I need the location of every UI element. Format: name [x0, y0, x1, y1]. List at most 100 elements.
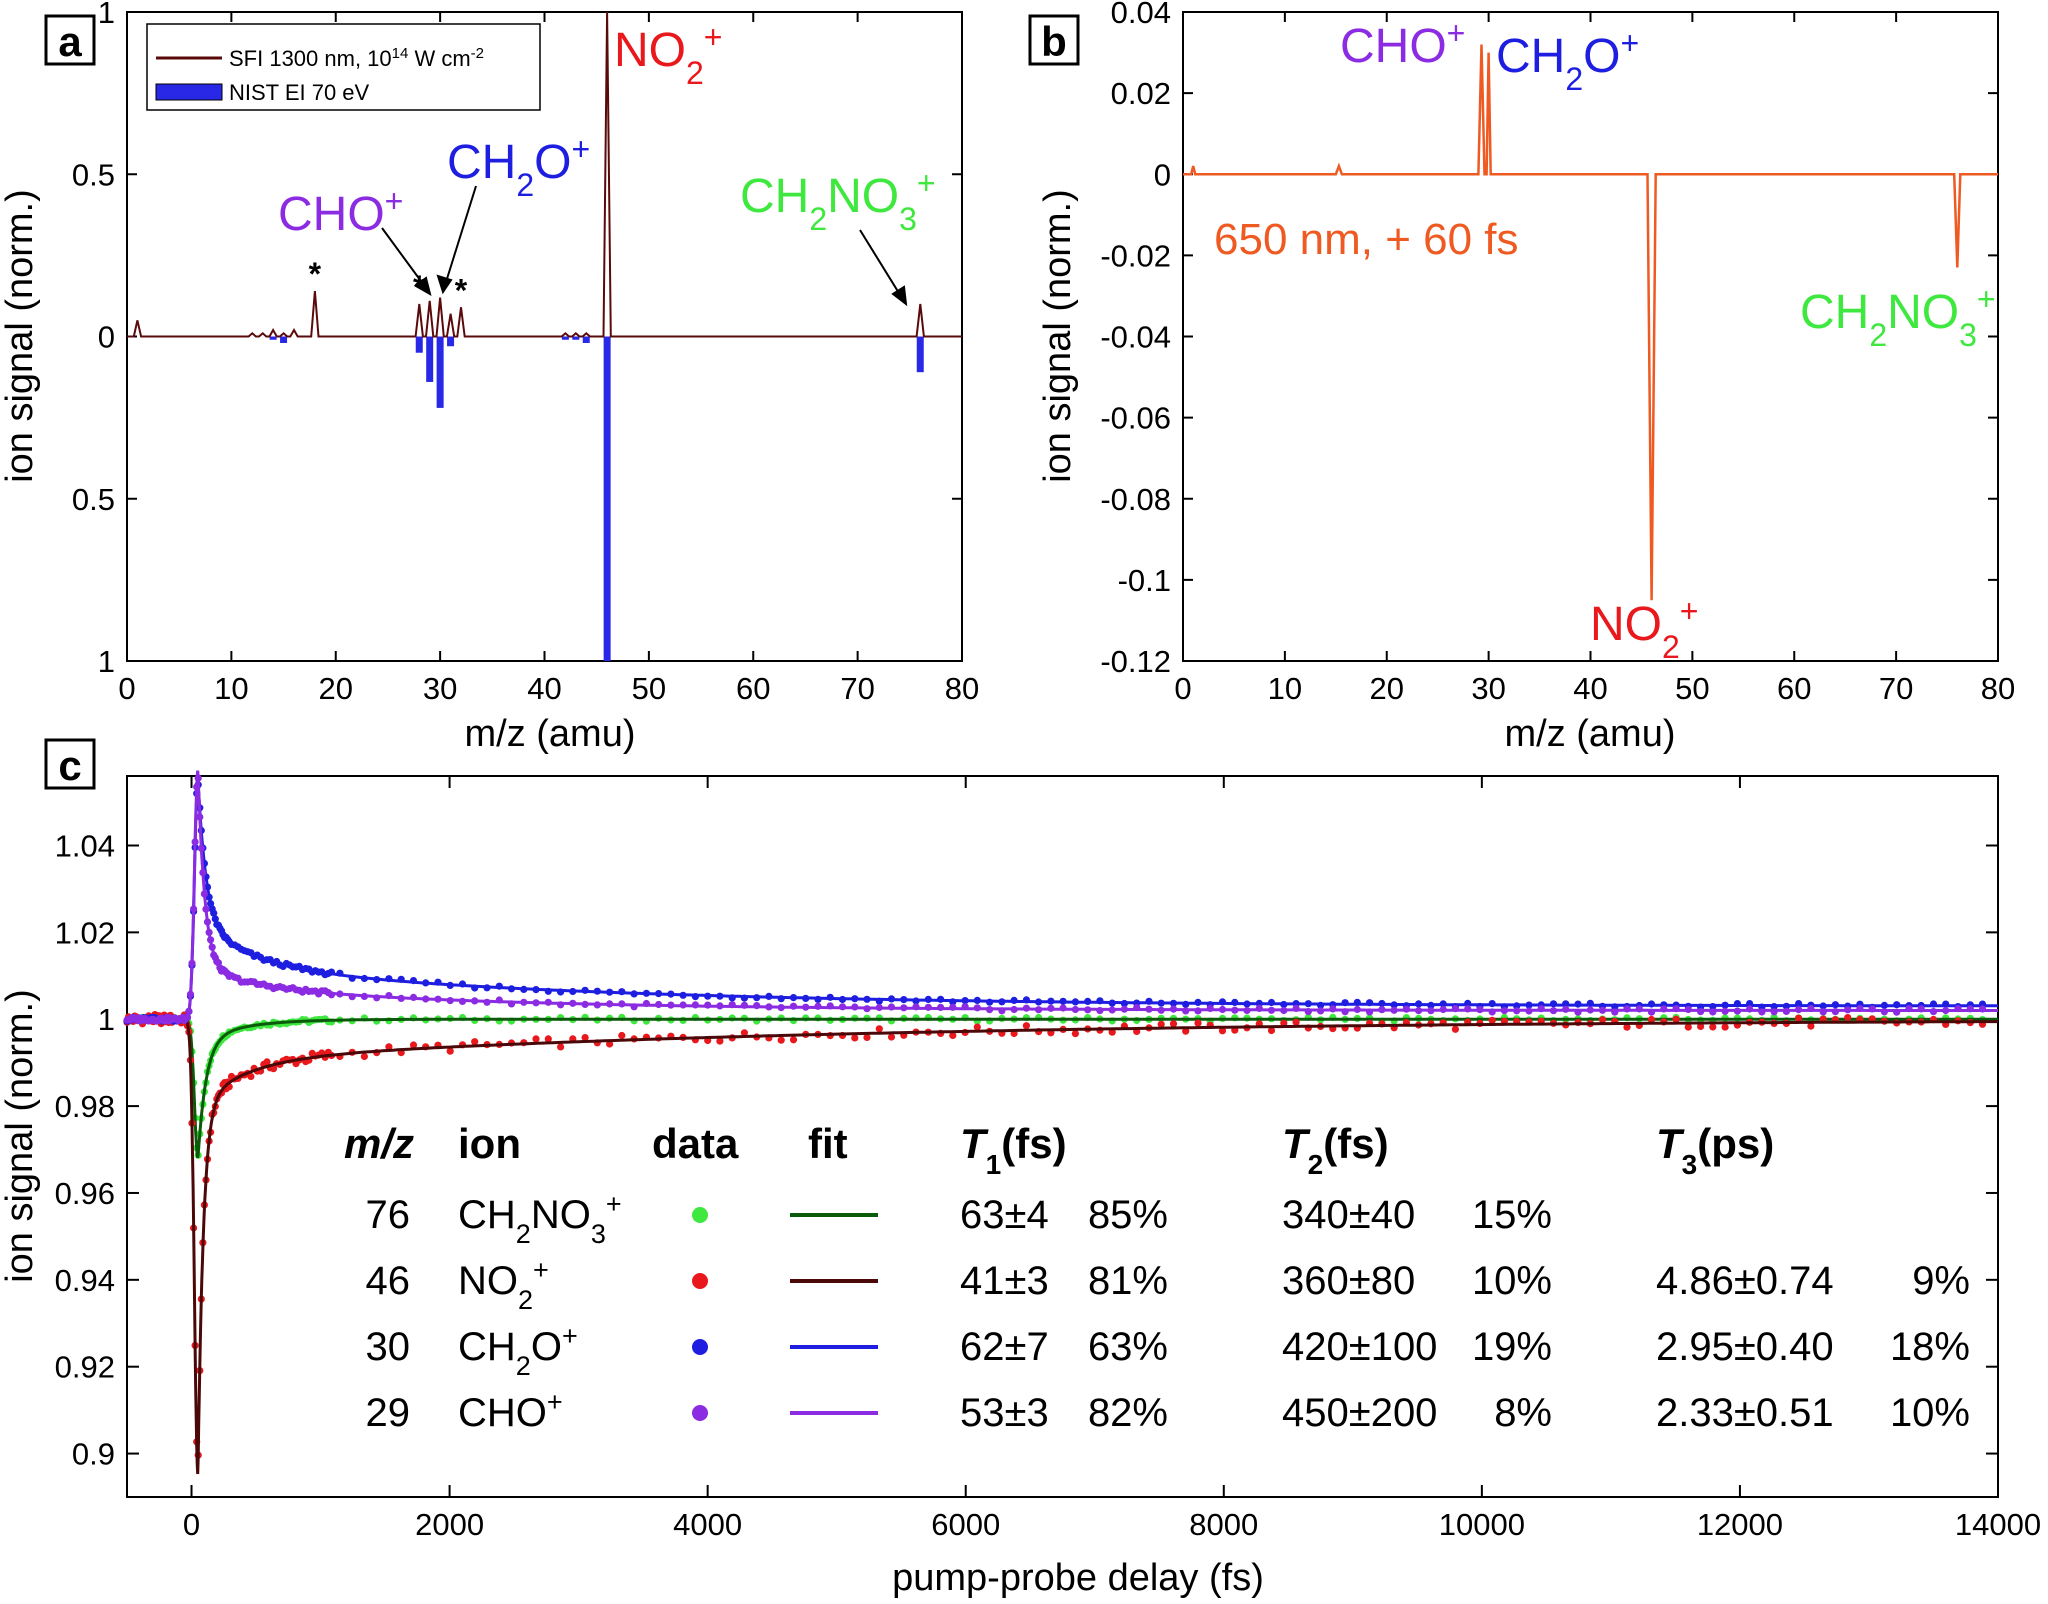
table-row: 76 CH2NO3+ 63±4 85% 340±40 15%	[366, 1189, 1553, 1249]
y-tick-label: 1	[98, 1002, 115, 1037]
row-p3: 10%	[1890, 1391, 1970, 1435]
data-point	[1672, 1015, 1680, 1023]
y-tick-label: -0.02	[1100, 238, 1171, 273]
arrow-ch2o	[445, 185, 477, 283]
panel-b-label: b	[1041, 18, 1067, 65]
arrowhead-cho	[414, 276, 432, 297]
y-tick-label: -0.08	[1100, 482, 1171, 517]
y-tick-label: 0	[98, 320, 115, 355]
annotation-ch2o: CH2O+	[447, 131, 590, 203]
row-mz: 29	[366, 1391, 411, 1435]
panel-a-bars	[269, 336, 924, 661]
y-tick-label: -0.1	[1118, 563, 1171, 598]
annotation-arrows	[381, 185, 908, 307]
panel-c-ticks: 0 2000 4000 6000 8000 10000 12000 14000 0.9 0.92 0…	[55, 776, 2041, 1542]
row-t2: 360±80	[1282, 1259, 1415, 1303]
data-point	[949, 1031, 957, 1040]
row-p2: 15%	[1472, 1193, 1552, 1237]
y-tick-label: 0.02	[1111, 76, 1171, 111]
data-point	[606, 1040, 614, 1048]
data-point	[1598, 1016, 1607, 1024]
table-header-mz: m/z	[344, 1120, 414, 1167]
data-point	[1022, 1022, 1030, 1030]
arrow-cho	[381, 227, 427, 289]
x-tick-label: 10000	[1439, 1507, 1525, 1542]
table-header-fit: fit	[808, 1120, 848, 1167]
sfi-spectrum-line	[127, 11, 962, 338]
table-header-data: data	[652, 1120, 739, 1167]
table-row: 30 CH2O+ 62±7 63% 420±100 19% 2.95±0.40 …	[366, 1321, 1971, 1381]
y-tick-label: 0.98	[55, 1089, 115, 1124]
annotation-b-cho: CHO+	[1340, 15, 1465, 73]
data-point	[409, 1041, 418, 1049]
x-tick-label: 12000	[1697, 1507, 1783, 1542]
row-ion: NO2+	[458, 1255, 549, 1315]
x-tick-label: 2000	[415, 1507, 484, 1542]
fit-line	[127, 770, 1998, 1021]
row-p2: 10%	[1472, 1259, 1552, 1303]
row-ion: CH2O+	[458, 1321, 578, 1381]
table-row: 29 CHO+ 53±3 82% 450±200 8% 2.33±0.51 10…	[366, 1387, 1971, 1435]
data-point	[1697, 1022, 1705, 1031]
legend-bar-swatch	[155, 83, 223, 101]
y-tick-label: 1.04	[55, 828, 115, 863]
x-tick-label: 40	[527, 671, 561, 706]
panel-a-label: a	[58, 18, 82, 65]
annotation-b-ch2o: CH2O+	[1496, 25, 1639, 97]
row-t1: 62±7	[960, 1325, 1049, 1369]
panel-c-ylabel: ion signal (norm.)	[0, 989, 41, 1283]
data-point	[247, 1072, 255, 1081]
x-tick-label: 8000	[1189, 1507, 1258, 1542]
x-tick-label: 0	[118, 671, 135, 706]
panel-b-xlabel: m/z (amu)	[1505, 713, 1676, 755]
data-point	[1684, 1023, 1692, 1031]
arrowhead-ch2o	[436, 274, 453, 295]
row-data-marker	[692, 1207, 708, 1223]
y-tick-label: 0.5	[72, 157, 115, 192]
fit-table: m/z ion data fit T1(fs) T2(fs) T3(ps) 76…	[344, 1120, 1970, 1435]
data-point	[1182, 1027, 1190, 1035]
star-marker: *	[413, 269, 426, 305]
panel-a-xlabel: m/z (amu)	[465, 713, 636, 755]
x-tick-label: 0	[183, 1507, 200, 1542]
y-tick-label: -0.06	[1100, 401, 1171, 436]
data-point	[1218, 1027, 1227, 1035]
data-point	[887, 1033, 896, 1041]
x-tick-label: 30	[423, 671, 457, 706]
data-point	[1647, 1015, 1656, 1024]
data-point	[1488, 1016, 1496, 1024]
row-p2: 19%	[1472, 1325, 1552, 1369]
row-p2: 8%	[1494, 1391, 1552, 1435]
x-tick-label: 30	[1471, 671, 1505, 706]
row-mz: 46	[366, 1259, 411, 1303]
star-marker: *	[309, 256, 322, 292]
y-tick-label: 0	[1154, 157, 1171, 192]
panel-b-condition: 650 nm, + 60 fs	[1214, 215, 1519, 264]
row-ion: CHO+	[458, 1387, 563, 1435]
data-point	[973, 1023, 981, 1031]
row-data-marker	[692, 1339, 708, 1355]
row-t2: 340±40	[1282, 1193, 1415, 1237]
x-tick-label: 14000	[1955, 1507, 2041, 1542]
row-t3: 2.95±0.40	[1656, 1325, 1834, 1369]
arrow-ch2no3	[859, 229, 903, 299]
panel-c-xlabel: pump-probe delay (fs)	[892, 1557, 1264, 1599]
row-mz: 76	[366, 1193, 411, 1237]
data-point	[1157, 1020, 1165, 1028]
panel-a: 0 10 20 30 40 50 60 70 80 1 0.5 0 0.5 1 a SFI 1300 nm…	[0, 0, 979, 755]
x-tick-label: 60	[736, 671, 770, 706]
x-tick-label: 50	[632, 671, 666, 706]
y-tick-label: 0.04	[1111, 0, 1171, 30]
y-tick-label: -0.12	[1100, 644, 1171, 679]
data-point	[1795, 1014, 1803, 1022]
y-tick-label: 0.92	[55, 1350, 115, 1385]
x-tick-label: 4000	[673, 1507, 742, 1542]
data-point	[471, 1038, 479, 1046]
data-point	[740, 1029, 749, 1037]
fit-line	[127, 779, 1998, 1021]
nist-bar	[582, 336, 590, 343]
panel-c-label: c	[58, 742, 81, 789]
y-tick-label: 1	[98, 0, 115, 30]
row-data-marker	[692, 1405, 708, 1421]
panel-c-frame	[126, 775, 1999, 1498]
